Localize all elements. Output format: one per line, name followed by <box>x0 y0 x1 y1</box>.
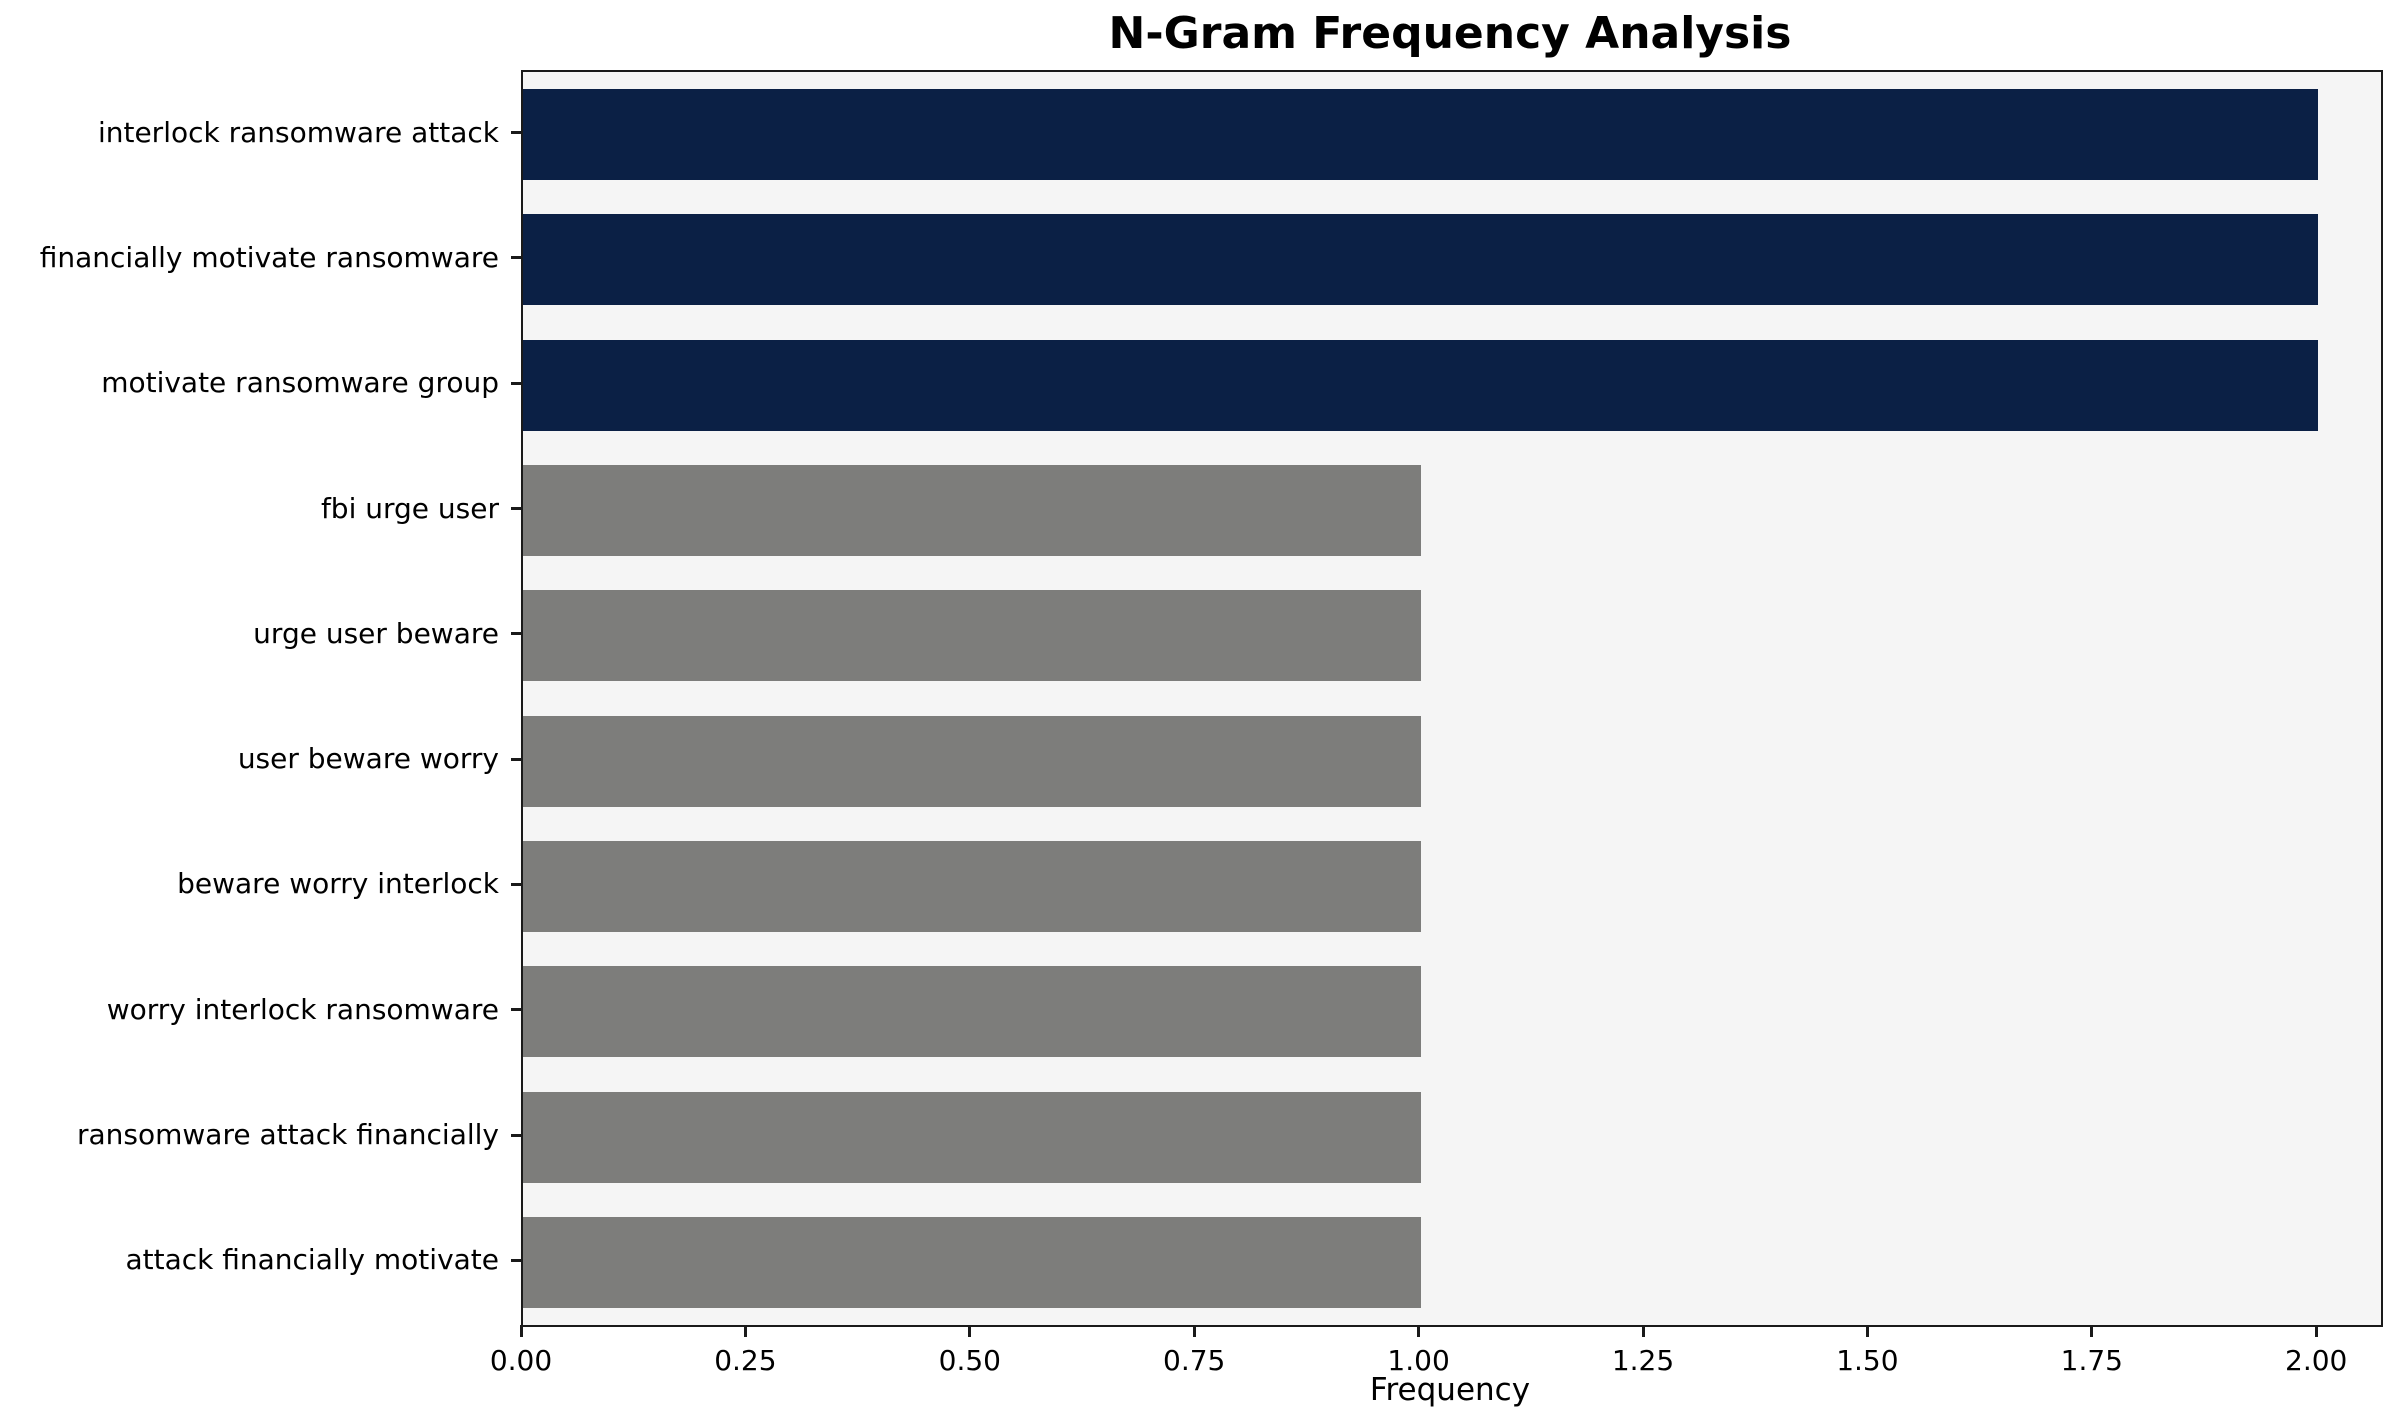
bar <box>523 840 1421 932</box>
y-tick-label: beware worry interlock <box>177 867 499 901</box>
bar <box>523 1091 1421 1183</box>
y-tick-mark <box>511 632 521 636</box>
y-tick-mark <box>511 882 521 886</box>
x-tick-mark <box>1865 1325 1869 1337</box>
bar <box>523 214 2319 306</box>
x-tick-label: 0.75 <box>1163 1344 1226 1377</box>
x-tick-mark <box>1417 1325 1421 1337</box>
bar <box>523 89 2319 181</box>
y-tick-label: attack financially motivate <box>125 1243 499 1277</box>
y-tick-label: interlock ransomware attack <box>97 115 499 149</box>
y-tick-mark <box>511 381 521 385</box>
y-tick-label: motivate ransomware group <box>101 366 499 400</box>
y-tick-mark <box>511 131 521 135</box>
bar <box>523 339 2319 431</box>
y-tick-mark <box>511 1008 521 1012</box>
x-tick-mark <box>1641 1325 1645 1337</box>
x-tick-label: 0.00 <box>489 1344 553 1377</box>
x-tick-mark <box>519 1325 523 1337</box>
y-tick-label: worry interlock ransomware <box>106 992 499 1026</box>
y-tick-mark <box>511 1258 521 1262</box>
y-tick-label: urge user beware <box>253 616 499 650</box>
y-tick-label: financially motivate ransomware <box>39 240 499 274</box>
bar <box>523 966 1421 1058</box>
y-tick-mark <box>511 757 521 761</box>
bar <box>523 590 1421 682</box>
y-tick-label: user beware worry <box>237 742 499 776</box>
x-tick-label: 2.00 <box>2285 1344 2348 1377</box>
y-tick-mark <box>511 256 521 260</box>
bar <box>523 715 1421 807</box>
y-tick-label: ransomware attack financially <box>76 1118 499 1152</box>
x-tick-label: 1.25 <box>1611 1344 1675 1377</box>
x-tick-label: 0.50 <box>938 1344 1001 1377</box>
x-tick-mark <box>743 1325 747 1337</box>
x-tick-mark <box>2314 1325 2318 1337</box>
y-tick-label: fbi urge user <box>320 491 499 525</box>
chart-title: N-Gram Frequency Analysis <box>1108 8 1792 59</box>
x-tick-label: 1.75 <box>2060 1344 2123 1377</box>
bar <box>523 1216 1421 1308</box>
bar <box>523 465 1421 556</box>
y-tick-mark <box>511 1133 521 1137</box>
plot-area <box>521 70 2383 1327</box>
x-tick-label: 1.50 <box>1836 1344 1899 1377</box>
x-tick-label: 0.25 <box>714 1344 777 1377</box>
x-tick-mark <box>1192 1325 1196 1337</box>
x-axis-label: Frequency <box>1369 1372 1531 1408</box>
y-tick-mark <box>511 507 521 510</box>
x-tick-label: 1.00 <box>1387 1344 1450 1377</box>
x-tick-mark <box>2090 1325 2094 1337</box>
x-tick-mark <box>968 1325 972 1337</box>
